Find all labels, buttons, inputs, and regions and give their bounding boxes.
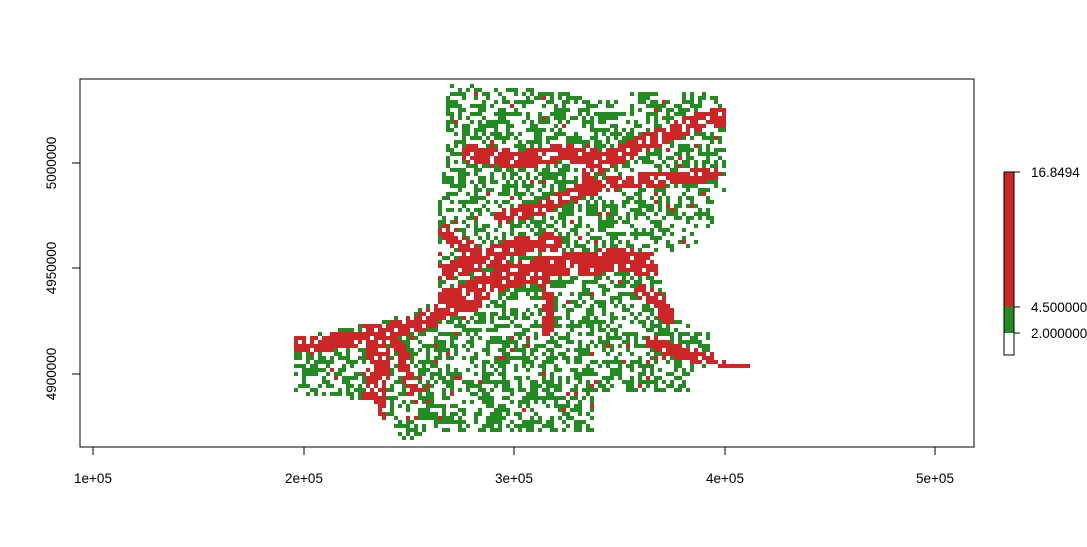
raster-layer xyxy=(294,84,750,440)
plot-frame xyxy=(79,78,975,448)
y-axis: 4900000 4950000 5000000 xyxy=(44,137,81,401)
legend-swatch-white xyxy=(1004,333,1014,355)
x-tick-label: 3e+05 xyxy=(495,471,533,486)
legend-swatch-green xyxy=(1004,307,1014,333)
legend-label-max: 16.8494 xyxy=(1031,165,1080,180)
x-tick-label: 4e+05 xyxy=(706,471,744,486)
y-tick-label: 4900000 xyxy=(44,348,59,401)
x-tick-label: 5e+05 xyxy=(916,471,954,486)
x-tick-label: 2e+05 xyxy=(285,471,323,486)
x-tick-label: 1e+05 xyxy=(74,471,112,486)
legend-frame xyxy=(1003,171,1015,356)
legend-label-mid: 4.500000 xyxy=(1031,300,1087,315)
y-tick-label: 5000000 xyxy=(44,137,59,190)
legend-swatch-red xyxy=(1004,172,1014,307)
x-axis: 1e+05 2e+05 3e+05 4e+05 5e+05 xyxy=(74,446,954,486)
raster-class-red xyxy=(294,92,750,420)
color-legend: 16.8494 4.500000 2.000000 xyxy=(1003,165,1087,356)
legend-label-min: 2.000000 xyxy=(1031,326,1087,341)
y-tick-label: 4950000 xyxy=(44,242,59,295)
